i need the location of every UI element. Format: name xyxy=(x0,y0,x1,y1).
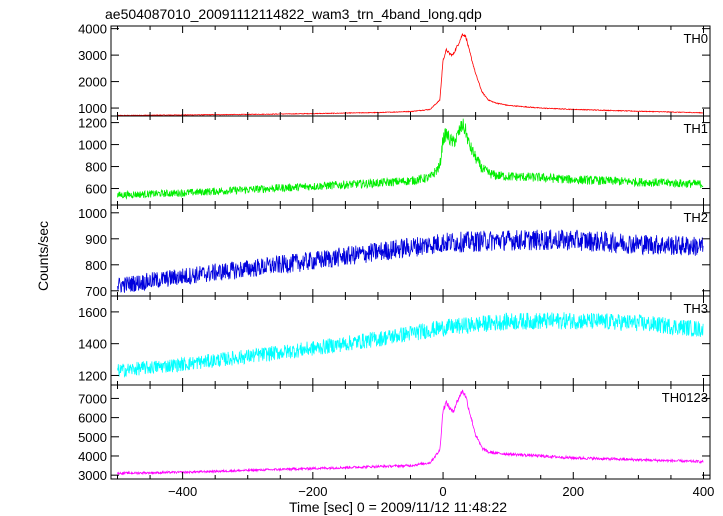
y-tick-label: 1200 xyxy=(78,368,107,383)
y-tick-label: 900 xyxy=(85,232,107,247)
x-tick-label: −400 xyxy=(168,484,197,499)
x-tick-label: 0 xyxy=(439,484,446,499)
y-tick-label: 1000 xyxy=(78,138,107,153)
series-line-th0123 xyxy=(117,389,704,476)
y-tick-label: 800 xyxy=(85,258,107,273)
panel-label-th0: TH0 xyxy=(683,31,708,46)
x-axis-title: Time [sec] 0 = 2009/11/12 11:48:22 xyxy=(289,499,507,515)
x-tick-label: 200 xyxy=(562,484,584,499)
y-tick-label: 600 xyxy=(85,182,107,197)
y-tick-label: 1600 xyxy=(78,305,107,320)
y-tick-label: 1200 xyxy=(78,116,107,131)
panel-th1: 600 800 1000 1200 TH1 xyxy=(78,115,711,206)
panel-frame xyxy=(110,295,711,386)
y-tick-label: 7000 xyxy=(78,391,107,406)
panel-label-th1: TH1 xyxy=(683,121,708,136)
series-line-th2 xyxy=(117,229,704,293)
panel-label-th2: TH2 xyxy=(683,210,708,225)
y-tick-label: 4000 xyxy=(78,449,107,464)
y-tick-label: 6000 xyxy=(78,411,107,426)
panel-th3: 1200 1400 1600 TH3 xyxy=(78,295,711,386)
series-line-th1 xyxy=(117,118,704,200)
panel-th0: 1000 2000 3000 4000 TH0 xyxy=(78,22,711,117)
series-line-th0 xyxy=(117,32,704,117)
y-tick-label: 1000 xyxy=(78,206,107,221)
y-tick-label: 3000 xyxy=(78,468,107,483)
panel-label-th0123: TH0123 xyxy=(662,390,708,405)
y-tick-label: 1400 xyxy=(78,337,107,352)
panel-frame xyxy=(110,25,711,117)
y-tick-label: 2000 xyxy=(78,75,107,90)
panel-label-th3: TH3 xyxy=(683,301,708,316)
chart-title: ae504087010_20091112114822_wam3_trn_4ban… xyxy=(105,6,482,22)
y-tick-label: 4000 xyxy=(78,22,107,37)
y-tick-label: 700 xyxy=(85,284,107,299)
y-axis-title: Counts/sec xyxy=(35,221,51,291)
y-tick-label: 1000 xyxy=(78,101,107,116)
y-tick-label: 800 xyxy=(85,160,107,175)
y-tick-label: 3000 xyxy=(78,48,107,63)
x-tick-label: −200 xyxy=(298,484,327,499)
x-tick-label: 400 xyxy=(693,484,715,499)
panel-th2: 700 800 900 1000 TH2 xyxy=(78,204,711,299)
panel-th0123: 3000 4000 5000 6000 7000 TH0123 xyxy=(78,384,711,483)
y-tick-label: 5000 xyxy=(78,430,107,445)
series-line-th3 xyxy=(117,312,704,378)
